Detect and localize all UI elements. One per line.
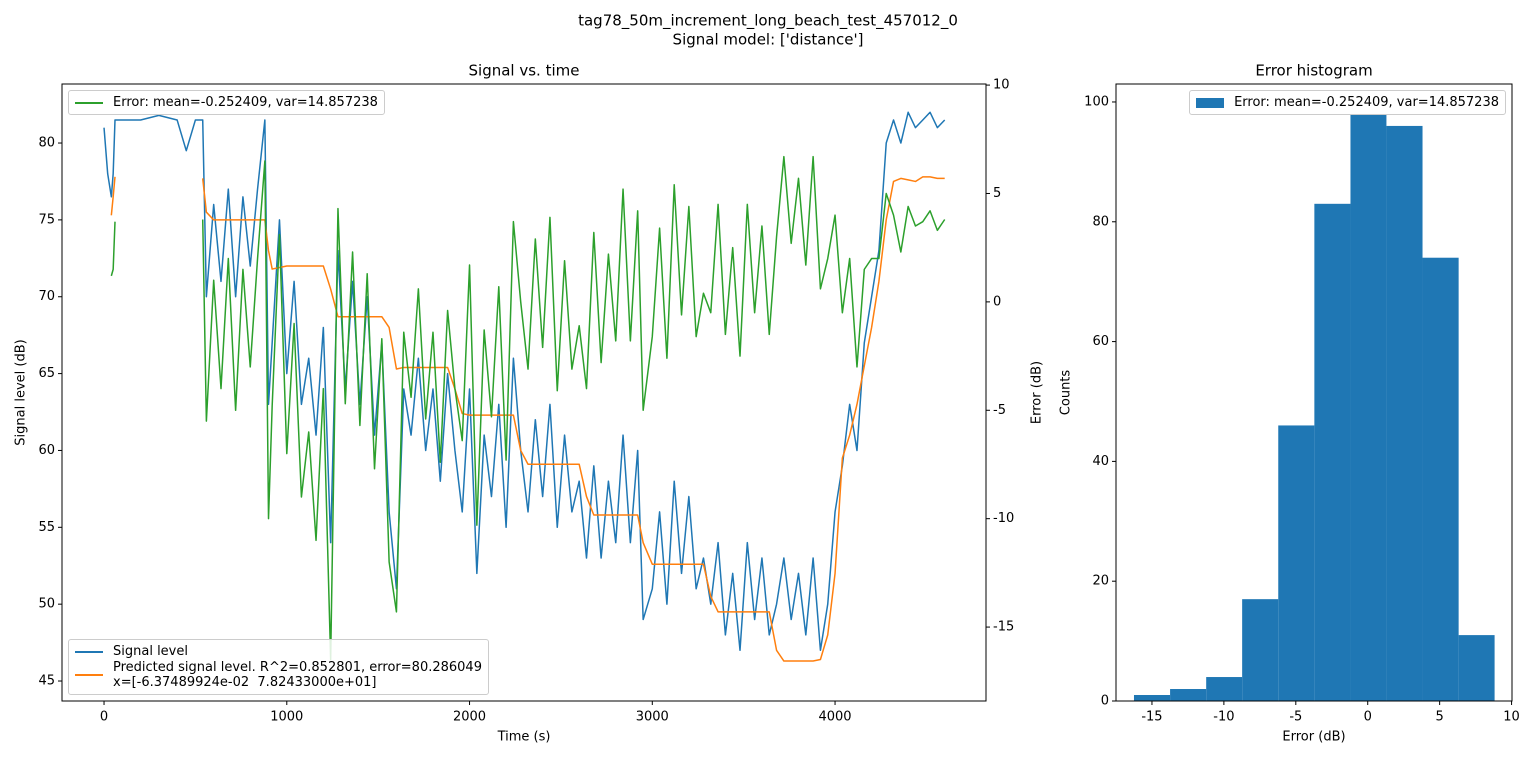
histogram-bar <box>1386 125 1423 702</box>
y-tick-label: 55 <box>38 520 55 535</box>
y2-tick-label: 10 <box>993 78 1010 93</box>
histogram-bar <box>1458 635 1495 701</box>
y-tick-label: 60 <box>1092 334 1109 349</box>
figure-subtitle: Signal model: ['distance'] <box>673 31 864 49</box>
legend: Signal level Predicted signal level. R^2=… <box>68 639 489 695</box>
histogram-bar <box>1314 203 1351 701</box>
x-tick-label: -5 <box>1289 710 1302 725</box>
legend-label: Error: mean=-0.252409, var=14.857238 <box>1234 95 1499 110</box>
y2-tick-label: -10 <box>993 511 1014 526</box>
y2-tick-label: -5 <box>993 403 1006 418</box>
y-tick-label: 50 <box>38 597 55 612</box>
y-axis-label: Counts <box>1059 370 1074 416</box>
figure-title: tag78_50m_increment_long_beach_test_4570… <box>578 12 958 31</box>
histogram-bar <box>1422 257 1459 701</box>
y-axis-label: Signal level (dB) <box>14 339 29 445</box>
y-tick-label: 0 <box>1101 694 1109 709</box>
axes-title: Signal vs. time <box>469 62 580 80</box>
x-tick-label: 10 <box>1503 710 1520 725</box>
legend-entry: Signal level <box>75 644 482 659</box>
x-tick-label: 1000 <box>270 710 303 725</box>
legend-entry: Predicted signal level. R^2=0.852801, er… <box>75 660 482 690</box>
x-axis-label: Time (s) <box>497 730 551 745</box>
histogram-bar <box>1170 689 1207 701</box>
x-tick-label: -15 <box>1141 710 1162 725</box>
x-axis-label: Error (dB) <box>1282 730 1345 745</box>
legend: Error: mean=-0.252409, var=14.857238 <box>68 90 385 115</box>
y-tick-label: 80 <box>1092 214 1109 229</box>
legend-entry: Error: mean=-0.252409, var=14.857238 <box>75 95 378 110</box>
axes-title: Error histogram <box>1255 62 1372 80</box>
series-line <box>110 176 945 662</box>
axes-frame <box>61 83 987 702</box>
y-tick-label: 40 <box>1092 454 1109 469</box>
y2-tick-label: 5 <box>993 186 1001 201</box>
x-tick-label: 2000 <box>453 710 486 725</box>
x-tick-label: 3000 <box>636 710 669 725</box>
legend-swatch <box>1196 97 1225 108</box>
legend-entry: Error: mean=-0.252409, var=14.857238 <box>1196 95 1499 110</box>
y2-tick-label: 0 <box>993 294 1001 309</box>
histogram-bar <box>1242 599 1279 701</box>
histogram-bar <box>1206 677 1243 701</box>
y-tick-label: 100 <box>1084 94 1109 109</box>
y-tick-label: 45 <box>38 674 55 689</box>
legend-label: Signal level <box>113 644 188 659</box>
y-tick-label: 70 <box>38 289 55 304</box>
x-tick-label: 0 <box>100 710 108 725</box>
series-line <box>110 155 946 661</box>
x-tick-label: 5 <box>1436 710 1444 725</box>
y-tick-label: 80 <box>38 136 55 151</box>
axes-frame <box>1115 83 1513 702</box>
y-tick-label: 65 <box>38 366 55 381</box>
histogram-bar <box>1350 113 1387 701</box>
legend-swatch <box>75 650 103 653</box>
histogram-bar <box>1133 695 1171 701</box>
x-tick-label: 4000 <box>818 710 851 725</box>
legend-swatch <box>75 101 103 104</box>
legend-swatch <box>75 674 103 676</box>
legend-label: Error: mean=-0.252409, var=14.857238 <box>113 95 378 110</box>
y-tick-label: 20 <box>1092 574 1109 589</box>
x-tick-label: -10 <box>1213 710 1234 725</box>
legend-label: Predicted signal level. R^2=0.852801, er… <box>113 660 482 690</box>
y2-axis-label: Error (dB) <box>1030 361 1045 424</box>
y-tick-label: 75 <box>38 212 55 227</box>
x-tick-label: 0 <box>1364 710 1372 725</box>
histogram-bar <box>1278 425 1315 701</box>
y-tick-label: 60 <box>38 443 55 458</box>
legend: Error: mean=-0.252409, var=14.857238 <box>1189 90 1506 115</box>
y2-tick-label: -15 <box>993 620 1014 635</box>
series-line <box>103 111 946 652</box>
